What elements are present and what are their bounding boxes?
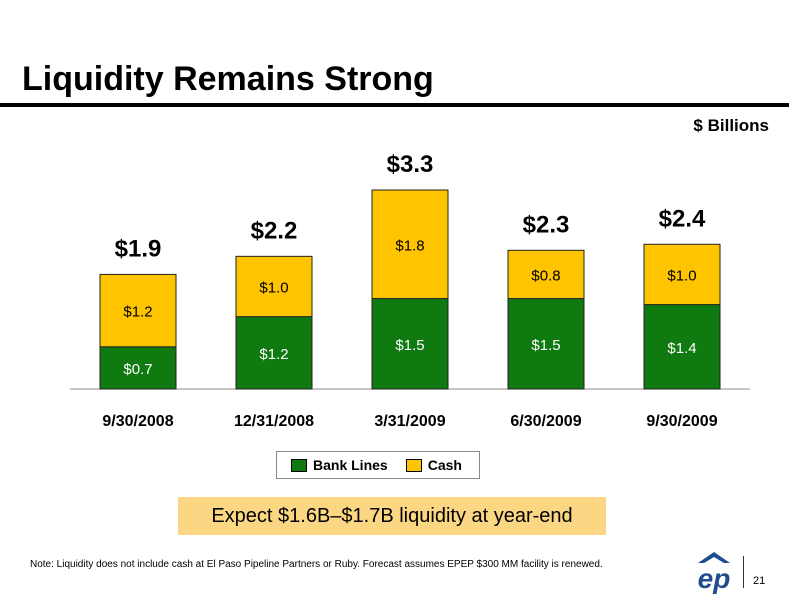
x-tick-label-4: 9/30/2009	[646, 413, 717, 430]
x-tick-label-1: 12/31/2008	[234, 413, 314, 430]
data-label-cash-2: $1.8	[395, 237, 424, 254]
el-paso-logo: ep	[690, 550, 742, 594]
total-label-2: $3.3	[387, 151, 434, 178]
total-label-1: $2.2	[251, 217, 298, 244]
data-label-bank-lines-4: $1.4	[667, 340, 696, 357]
x-tick-label-3: 6/30/2009	[510, 413, 581, 430]
bar-bank-lines-1	[235, 316, 313, 390]
bar-bank-lines-3	[507, 298, 585, 390]
legend-swatch-cash	[405, 458, 422, 472]
data-label-bank-lines-3: $1.5	[531, 337, 560, 354]
data-label-cash-0: $1.2	[123, 304, 152, 321]
bar-bank-lines-4	[643, 304, 721, 390]
total-label-3: $2.3	[523, 211, 570, 238]
data-label-cash-1: $1.0	[259, 279, 288, 296]
legend-item-bank-lines: Bank Lines	[291, 457, 388, 473]
bar-bank-lines-2	[371, 298, 449, 390]
legend-label-cash: Cash	[427, 457, 462, 473]
data-label-bank-lines-2: $1.5	[395, 337, 424, 354]
legend-item-cash: Cash	[405, 457, 462, 473]
x-tick-label-0: 9/30/2008	[102, 413, 173, 430]
legend-label-bank-lines: Bank Lines	[313, 457, 388, 473]
title-divider	[0, 103, 789, 107]
data-label-bank-lines-1: $1.2	[259, 346, 288, 363]
legend-swatch-bank-lines	[291, 458, 307, 472]
liquidity-callout: Expect $1.6B–$1.7B liquidity at year-end	[178, 497, 606, 535]
logo-divider	[743, 556, 744, 588]
data-label-cash-3: $0.8	[531, 267, 560, 284]
bar-cash-1	[235, 255, 313, 318]
bar-cash-0	[99, 273, 177, 348]
units-label: $ Billions	[693, 116, 769, 135]
bar-cash-4	[643, 243, 721, 306]
page-title: Liquidity Remains Strong	[22, 60, 434, 98]
bar-cash-3	[507, 249, 585, 300]
data-label-bank-lines-0: $0.7	[123, 361, 152, 378]
chart-legend: Bank Lines Cash	[276, 451, 480, 479]
logo-text: ep	[698, 563, 731, 594]
total-label-4: $2.4	[659, 205, 706, 232]
footnote: Note: Liquidity does not include cash at…	[30, 559, 603, 570]
total-label-0: $1.9	[115, 235, 162, 262]
data-label-cash-4: $1.0	[667, 267, 696, 284]
liquidity-chart: $0.7 $1.2 $1.9 9/30/2008 $1.2 $1.0 $2.2 12/31/2…	[70, 151, 750, 430]
page-number: 21	[753, 575, 766, 587]
x-tick-label-2: 3/31/2009	[374, 413, 445, 430]
bar-bank-lines-0	[99, 346, 177, 390]
bar-cash-2	[371, 189, 449, 300]
